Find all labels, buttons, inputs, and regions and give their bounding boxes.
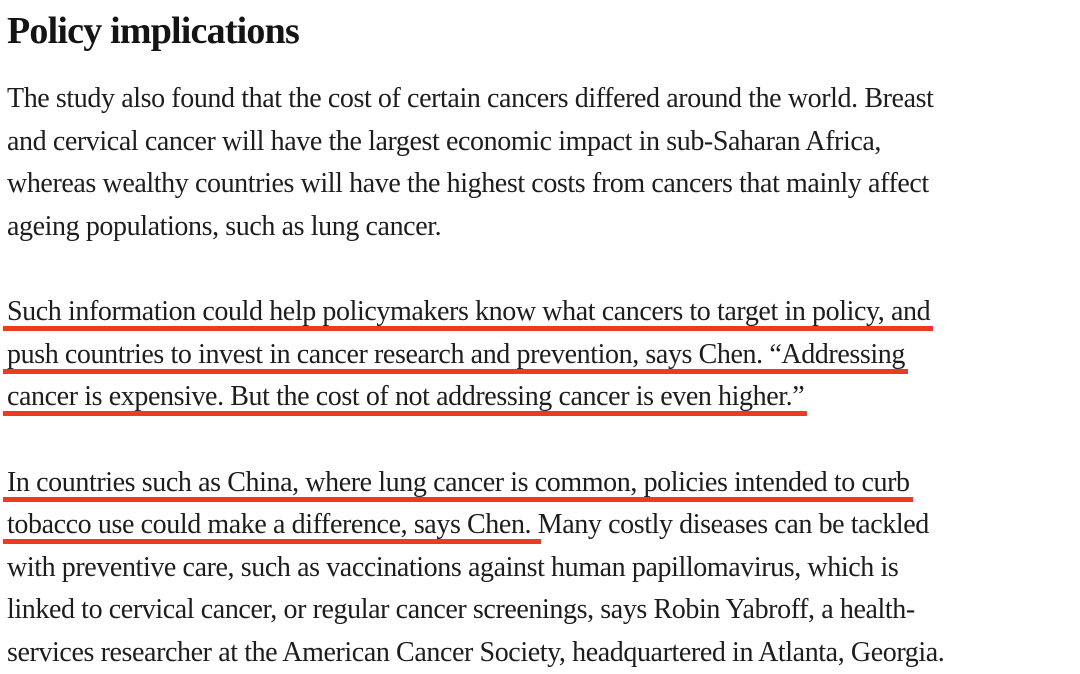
paragraph-study-findings: The study also found that the cost of ce… (7, 78, 1080, 248)
red-underlined-text: cancer is expensive. But the cost of not… (3, 381, 808, 416)
text-segment: The study also found that the cost of ce… (7, 83, 934, 114)
red-underlined-text: In countries such as China, where lung c… (3, 466, 913, 502)
text-line: tobacco use could make a difference, say… (3, 504, 1080, 547)
text-line: Such information could help policymakers… (3, 291, 1080, 334)
red-underlined-text: push countries to invest in cancer resea… (3, 338, 908, 374)
text-line: push countries to invest in cancer resea… (3, 334, 1080, 377)
text-segment: services researcher at the American Canc… (7, 636, 945, 668)
text-line: cancer is expensive. But the cost of not… (3, 376, 1080, 419)
section-heading: Policy implications (7, 10, 300, 52)
text-line: whereas wealthy countries will have the … (7, 163, 1080, 206)
text-segment: whereas wealthy countries will have the … (7, 168, 929, 199)
text-line: In countries such as China, where lung c… (3, 462, 1080, 505)
text-line: and cervical cancer will have the larges… (7, 121, 1080, 164)
text-line: ageing populations, such as lung cancer. (7, 206, 1080, 249)
text-line: The study also found that the cost of ce… (7, 78, 1080, 121)
text-segment: linked to cervical cancer, or regular ca… (7, 594, 915, 625)
red-underlined-text: tobacco use could make a difference, say… (3, 509, 541, 544)
text-segment: and cervical cancer will have the larges… (7, 125, 881, 157)
text-line: services researcher at the American Canc… (7, 632, 1080, 674)
text-segment: ageing populations, such as lung cancer. (7, 210, 442, 242)
paragraph-prevention: In countries such as China, where lung c… (3, 462, 1080, 674)
text-line: with preventive care, such as vaccinatio… (7, 547, 1080, 590)
text-line: linked to cervical cancer, or regular ca… (7, 589, 1080, 632)
text-segment: with preventive care, such as vaccinatio… (7, 551, 899, 583)
red-underlined-text: Such information could help policymakers… (3, 296, 934, 331)
paragraph-policymakers-quote: Such information could help policymakers… (3, 291, 1080, 419)
text-segment: Many costly diseases can be tackled (537, 509, 929, 540)
